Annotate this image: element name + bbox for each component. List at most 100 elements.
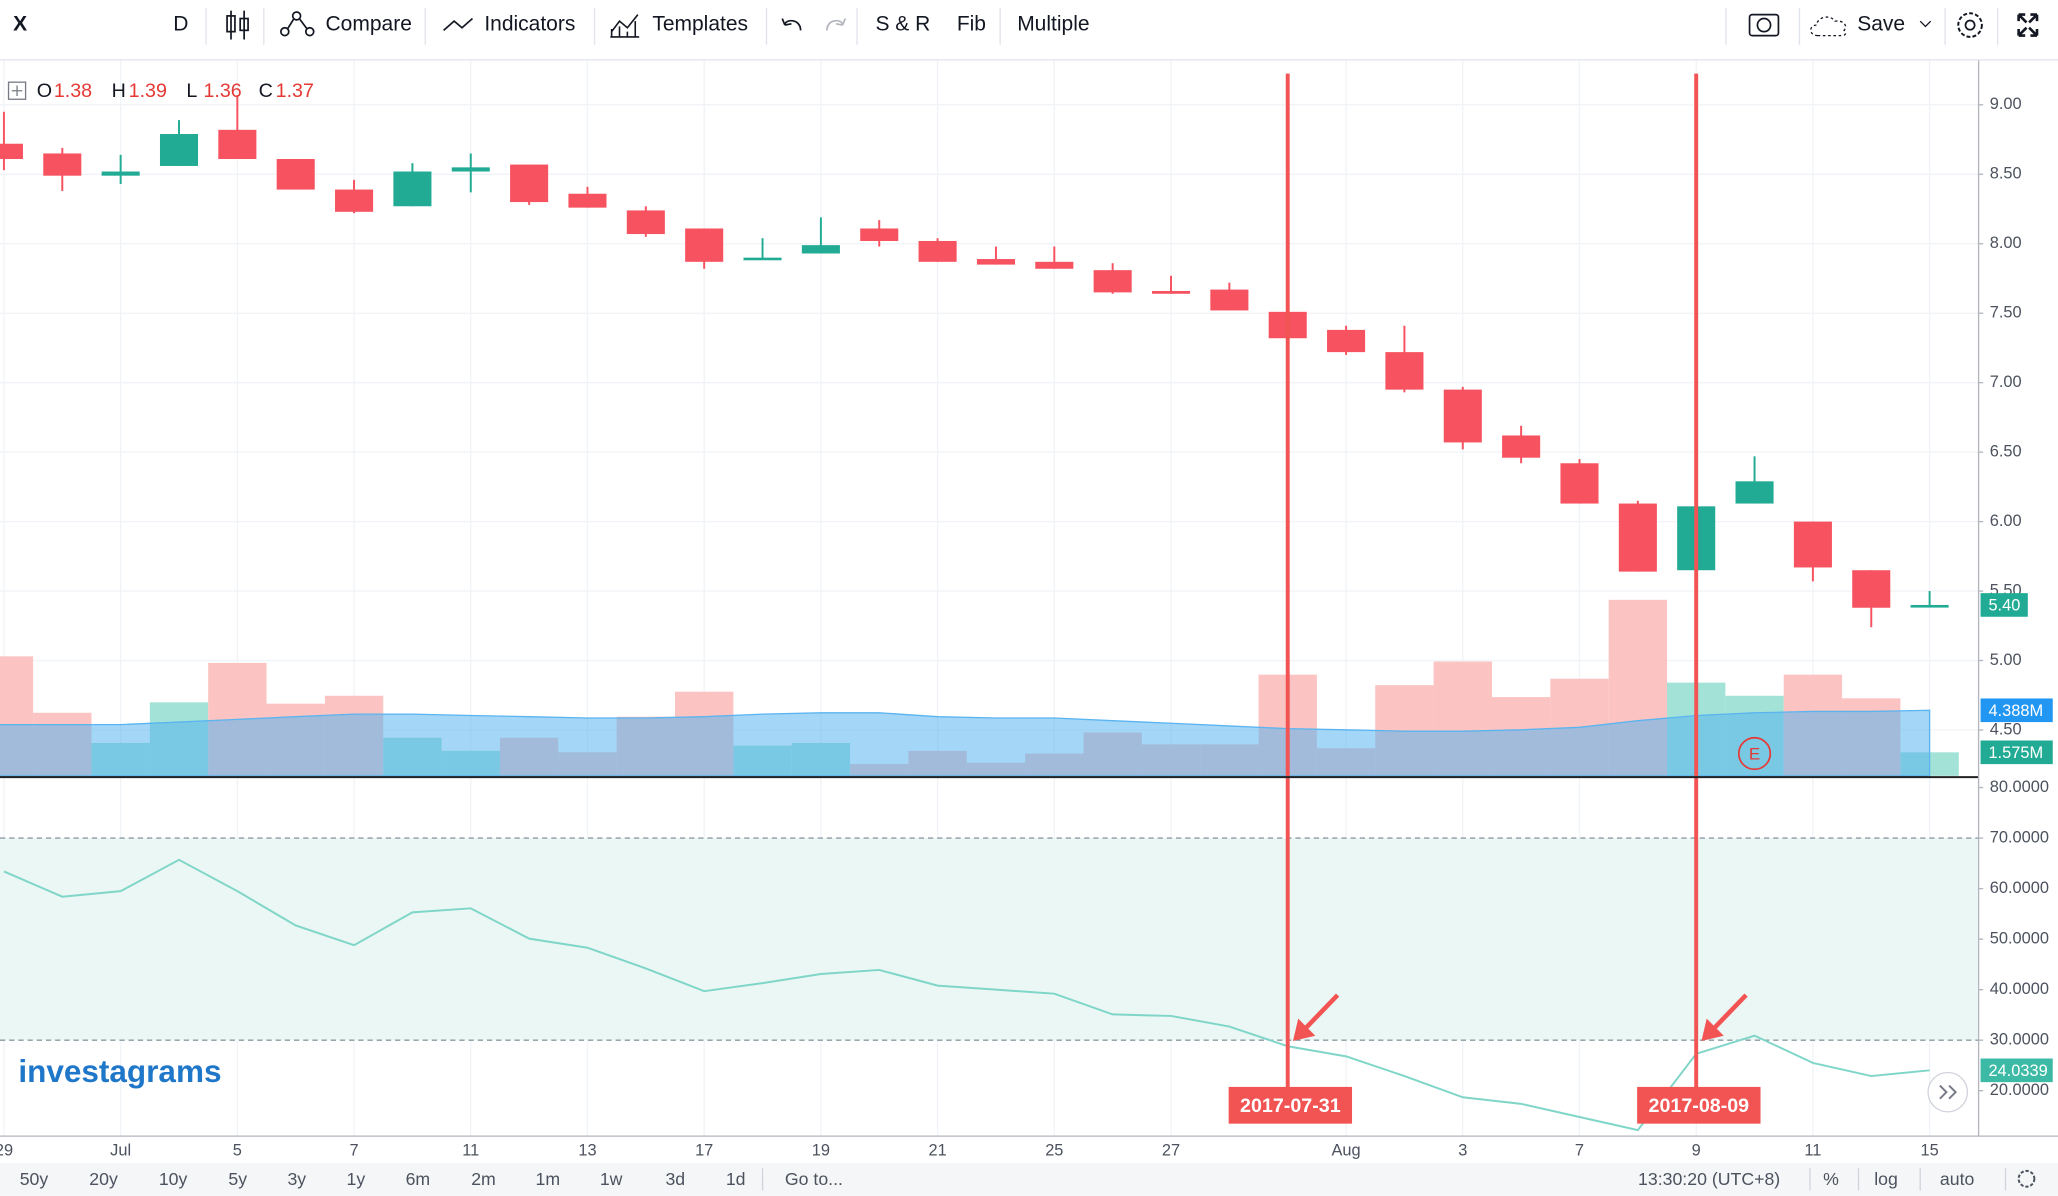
osc-tick-label: 30.0000 (1990, 1031, 2049, 1049)
annotation-box (1637, 1086, 1761, 1124)
bottom-settings[interactable] (2017, 1169, 2036, 1188)
x-tick-label: 7 (1575, 1142, 1584, 1160)
x-tick-label: 5 (233, 1142, 242, 1160)
annotation-label: 2017-07-31 (1240, 1095, 1341, 1117)
x-tick-label: 11 (462, 1142, 479, 1160)
candle-body (335, 189, 374, 212)
settings-icon[interactable] (1957, 12, 1983, 38)
scale-option[interactable]: auto (1940, 1169, 1975, 1189)
range-button[interactable]: 5y (228, 1169, 247, 1189)
candle-body (1093, 270, 1132, 293)
x-tick-label: Jul (110, 1142, 131, 1160)
candle-body (276, 159, 315, 190)
candle-body (218, 129, 257, 160)
candle-body (1502, 435, 1541, 458)
y-tick-label: 9.00 (1990, 95, 2022, 113)
scale-option[interactable]: log (1874, 1169, 1898, 1189)
candle-body (976, 259, 1015, 265)
y-tick-label: 6.50 (1990, 442, 2022, 460)
interval[interactable]: D (173, 13, 188, 36)
x-tick-label: 9 (1692, 1142, 1701, 1160)
price-badge (1980, 1058, 2053, 1083)
range-button[interactable]: 10y (159, 1169, 188, 1189)
screenshot-icon[interactable] (1748, 13, 1780, 37)
symbol[interactable]: X (13, 13, 27, 36)
fib-button[interactable]: Fib (957, 13, 986, 36)
annotation-box (1228, 1086, 1353, 1124)
range-button[interactable]: 3d (665, 1169, 685, 1189)
event-marker[interactable] (1737, 736, 1772, 771)
range-button[interactable]: 1w (600, 1169, 623, 1189)
chart-style-icon[interactable] (226, 10, 249, 40)
compare-button[interactable]: Compare (326, 13, 412, 36)
legend-value: 1.38 (54, 80, 92, 102)
oscillator-line (3, 858, 1930, 1132)
annotation-arrow (1301, 993, 1340, 1033)
y-tick-label: 6.00 (1990, 512, 2022, 530)
range-button[interactable]: 1y (347, 1169, 366, 1189)
x-tick-label: 15 (1920, 1142, 1938, 1160)
range-button[interactable]: 2m (471, 1169, 496, 1189)
sr-button[interactable]: S & R (875, 13, 930, 36)
toolbar-separators (205, 8, 1999, 45)
x-tick-label: 27 (1162, 1142, 1180, 1160)
range-button[interactable]: 50y (20, 1169, 49, 1189)
range-button[interactable]: 1m (536, 1169, 561, 1189)
range-button[interactable]: 20y (89, 1169, 118, 1189)
redo[interactable] (826, 18, 847, 31)
x-tick-label: 3 (1458, 1142, 1467, 1160)
price-badge-label: 4.388M (1988, 702, 2043, 720)
legend-value: 1.39 (129, 80, 167, 102)
annotation-arrowhead (1701, 1018, 1724, 1041)
indicators-button[interactable]: Indicators (484, 13, 575, 36)
candle-body (860, 228, 899, 241)
price-badge-label: 5.40 (1988, 597, 2020, 615)
y-tick-label: 7.50 (1990, 304, 2022, 322)
range-button[interactable]: 6m (406, 1169, 431, 1189)
templates-icon[interactable] (610, 14, 640, 38)
y-tick-label: 4.50 (1990, 720, 2022, 738)
annotation-arrow (1710, 993, 1748, 1033)
compare-icon[interactable] (280, 11, 315, 37)
price-badge (1980, 698, 2053, 723)
x-tick-label: 19 (812, 1142, 830, 1160)
fullscreen[interactable] (2017, 13, 2039, 37)
x-tick-label: 7 (349, 1142, 358, 1160)
candle-body (43, 153, 82, 176)
osc-tick-label: 20.0000 (1990, 1081, 2049, 1099)
candle-body (159, 134, 199, 166)
price-badge (1980, 593, 2028, 617)
save-button[interactable]: Save (1857, 13, 1905, 36)
scroll-button[interactable] (1927, 1071, 1969, 1113)
candle-body (1560, 463, 1599, 504)
osc-tick-label: 50.0000 (1990, 929, 2049, 947)
candle-body (685, 228, 724, 262)
indicators-icon[interactable] (443, 17, 474, 31)
x-tick-label: 21 (928, 1142, 946, 1160)
x-tick-label: 29 (0, 1142, 13, 1160)
range-button[interactable]: 1d (726, 1169, 746, 1189)
range-button[interactable]: 3y (287, 1169, 306, 1189)
save-menu[interactable] (1919, 20, 1932, 28)
multiple-button[interactable]: Multiple (1017, 13, 1089, 36)
undo[interactable] (781, 18, 802, 31)
legend: O 1.38 H 1.39 L 1.36 C 1.37 (7, 80, 314, 102)
y-tick-label: 8.50 (1990, 165, 2022, 183)
bottom-bar-items: 50y 20y 10y 5y 3y 1y 6m 2m 1m 1w 3d 1d Go to... 13:30… (20, 1168, 2007, 1191)
candle-body (1151, 290, 1191, 294)
price-badge-label: 24.0339 (1988, 1062, 2047, 1080)
candle-body (510, 164, 549, 203)
candle-body (626, 210, 665, 235)
legend-key: O (37, 80, 52, 102)
goto-button[interactable]: Go to... (785, 1169, 843, 1189)
candle-body (1385, 352, 1424, 390)
templates-button[interactable]: Templates (652, 13, 748, 36)
scale-option[interactable]: % (1823, 1169, 1839, 1189)
candle-body (1910, 604, 1949, 608)
candle-body (1793, 521, 1832, 568)
candle-body (918, 240, 957, 262)
candle-body (1618, 503, 1657, 572)
y-tick-label: 7.00 (1990, 373, 2022, 391)
cloud-icon[interactable] (1810, 16, 1847, 37)
